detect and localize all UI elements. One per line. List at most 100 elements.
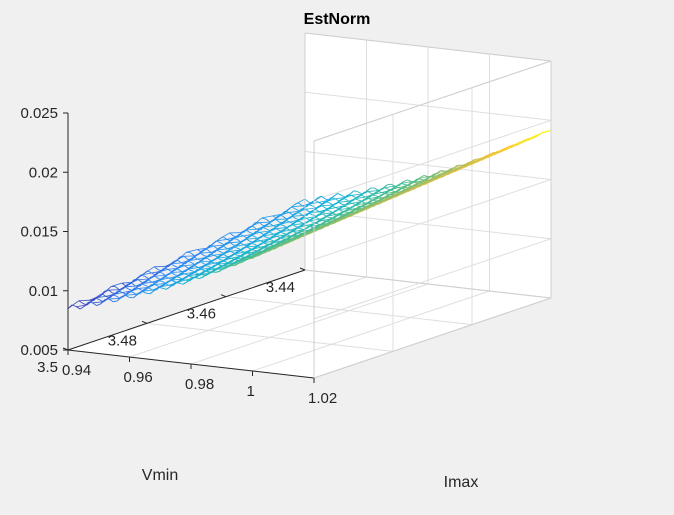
surface-mesh-line <box>372 192 377 195</box>
surface-mesh-line <box>355 195 360 199</box>
surface-mesh-line <box>213 254 219 258</box>
surface-mesh-line <box>115 295 121 299</box>
grid-line <box>225 296 473 326</box>
surface-mesh-line <box>126 291 131 295</box>
surface-mesh-line <box>67 300 80 309</box>
z-tick-label: 0.015 <box>20 224 58 241</box>
x-axis-label: Imax <box>444 474 479 491</box>
surface-mesh-line <box>392 194 397 196</box>
surface-mesh-line <box>293 220 299 225</box>
grid-line <box>304 151 552 180</box>
surface-mesh-line <box>351 194 356 199</box>
surface-mesh-line <box>200 261 206 265</box>
surface-mesh-line <box>259 230 271 233</box>
surface-mesh-line <box>418 181 424 184</box>
x-tick-label: 0.94 <box>62 362 91 379</box>
surface-mesh-line <box>388 193 394 196</box>
surface-mesh-line <box>422 183 427 186</box>
surface-mesh-line <box>230 241 241 243</box>
surface-mesh-line <box>184 273 190 277</box>
surface-mesh-line <box>251 252 256 255</box>
surface-mesh-line <box>292 224 297 228</box>
surface-mesh-line <box>162 287 167 290</box>
surface-mesh-line <box>140 272 152 276</box>
surface-mesh-line <box>175 274 180 277</box>
surface-mesh-line <box>501 147 507 152</box>
surface-mesh-line <box>217 257 222 261</box>
surface-mesh-line <box>300 232 305 235</box>
surface-mesh-line <box>530 137 535 139</box>
surface-mesh-line <box>309 217 315 221</box>
surface-mesh-line <box>155 271 161 276</box>
surface-mesh-line <box>237 254 242 257</box>
surface-mesh-line <box>78 299 90 302</box>
surface-mesh-line <box>197 249 202 253</box>
surface-mesh-line <box>366 187 371 193</box>
surface-mesh-line <box>204 255 209 258</box>
surface-mesh-line <box>467 163 473 166</box>
surface-mesh-line <box>329 216 334 219</box>
surface-mesh-line <box>391 190 396 193</box>
surface-mesh-line <box>253 249 259 252</box>
surface-mesh-line <box>138 278 150 280</box>
surface-mesh-line <box>233 235 238 238</box>
surface-mesh-line <box>460 164 465 167</box>
surface-mesh-line <box>170 272 176 276</box>
surface-mesh-line <box>282 224 288 228</box>
surface-mesh-line <box>216 239 228 242</box>
surface-mesh-line <box>181 258 193 264</box>
grid-line <box>313 179 552 260</box>
surface-mesh-line <box>168 277 173 281</box>
surface-mesh-line <box>297 231 302 234</box>
surface-mesh-line <box>313 228 319 232</box>
surface-mesh-line <box>217 256 229 259</box>
surface-mesh-line <box>167 267 179 270</box>
surface-mesh-line <box>245 228 257 231</box>
surface-mesh-line <box>229 232 234 237</box>
surface-mesh-line <box>218 254 223 258</box>
surface-mesh-line <box>304 198 310 203</box>
surface-mesh-line <box>230 250 235 254</box>
surface-mesh-line <box>249 232 255 235</box>
surface-mesh-line <box>345 211 351 214</box>
surface-mesh-line <box>171 271 182 274</box>
surface-mesh-line <box>351 193 363 196</box>
surface-mesh-line <box>342 210 348 212</box>
surface-mesh-line <box>246 245 258 248</box>
z-tick-label: 0.02 <box>29 164 58 181</box>
surface-mesh-line <box>252 225 258 230</box>
surface-mesh-line <box>360 209 365 213</box>
surface-mesh-line <box>247 242 253 247</box>
surface-mesh-line <box>137 279 143 284</box>
surface-mesh-line <box>191 270 196 273</box>
surface-mesh-line <box>354 196 366 200</box>
surface-mesh-line <box>184 264 196 267</box>
surface-mesh-line <box>464 163 470 167</box>
surface-mesh-line <box>164 261 176 267</box>
surface-mesh-line <box>78 300 84 304</box>
surface-mesh-line <box>289 210 300 213</box>
surface-mesh-line <box>193 265 199 268</box>
grid-line <box>304 91 552 121</box>
surface-mesh-line <box>283 204 295 215</box>
surface-mesh-line <box>145 292 151 295</box>
surface-mesh-line <box>314 208 320 213</box>
z-tick-label: 0.025 <box>20 105 58 122</box>
surface-mesh-line <box>247 235 252 239</box>
surface-mesh-line <box>272 215 278 219</box>
surface-mesh-line <box>284 242 290 245</box>
surface-mesh-line <box>121 281 133 284</box>
surface-mesh-line <box>404 184 410 186</box>
surface-mesh-line <box>207 265 213 269</box>
surface-mesh-line <box>222 267 227 271</box>
surface-mesh-line <box>234 251 239 254</box>
surface-mesh-line <box>275 228 281 232</box>
surface-mesh-line <box>194 271 199 275</box>
surface-mesh-line <box>419 175 425 179</box>
surface-mesh-line <box>243 235 248 239</box>
surface-mesh-line <box>338 200 350 203</box>
surface-mesh-line <box>75 306 81 310</box>
surface-mesh-line <box>125 293 137 296</box>
surface-mesh-line <box>339 205 345 210</box>
surface-mesh-line <box>497 151 502 154</box>
